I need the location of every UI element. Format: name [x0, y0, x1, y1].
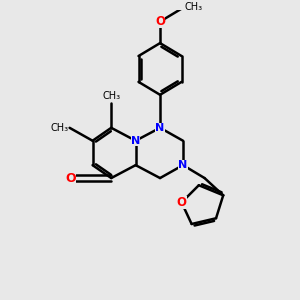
Text: N: N	[131, 136, 140, 146]
Text: CH₃: CH₃	[102, 91, 120, 101]
Text: O: O	[177, 196, 187, 209]
Text: O: O	[155, 15, 165, 28]
Text: CH₃: CH₃	[50, 123, 68, 133]
Text: CH₃: CH₃	[184, 2, 202, 12]
Text: N: N	[178, 160, 188, 170]
Text: N: N	[155, 123, 165, 133]
Text: O: O	[66, 172, 76, 184]
